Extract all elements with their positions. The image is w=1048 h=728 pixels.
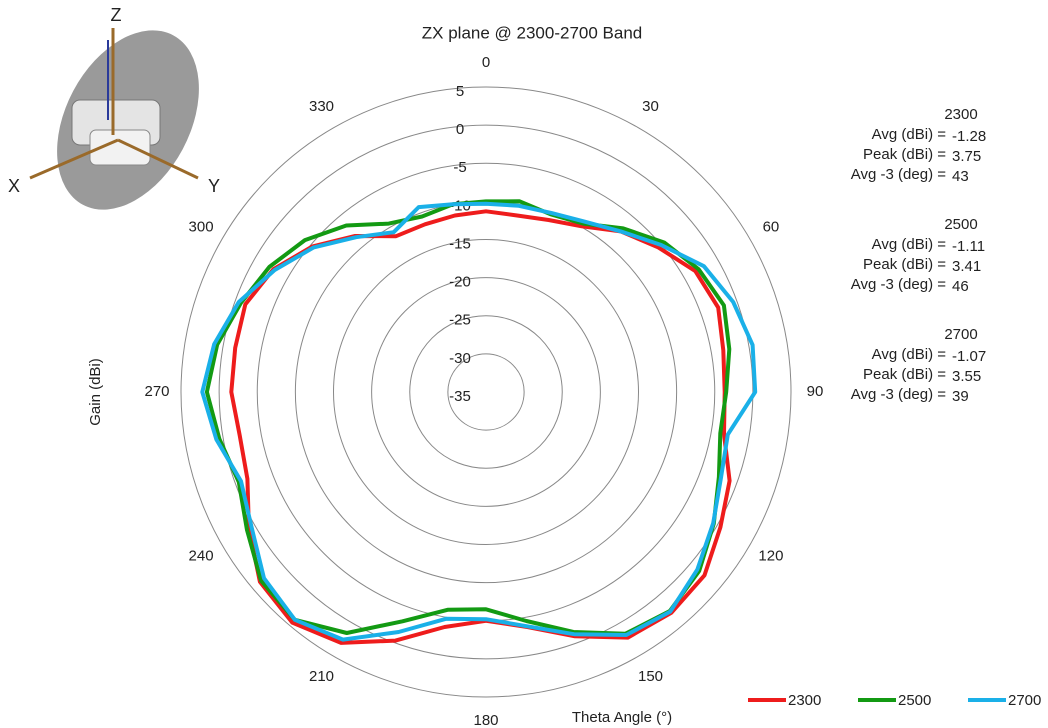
stats-value: -1.07 — [952, 348, 986, 365]
stats-label: Peak (dBi) = — [863, 256, 946, 273]
grid-ring — [409, 315, 563, 469]
legend-label: 2300 — [788, 692, 821, 709]
theta-tick-label: 0 — [482, 54, 490, 71]
stats-value: -1.28 — [952, 128, 986, 145]
theta-tick-label: 30 — [642, 98, 659, 115]
stats-title: 2300 — [944, 106, 977, 123]
grid-ring — [333, 239, 639, 545]
r-tick-label: 5 — [456, 83, 464, 100]
chart-title: ZX plane @ 2300-2700 Band — [422, 23, 642, 42]
radial-axis-label: Gain (dBi) — [87, 358, 104, 426]
stats-value: 3.55 — [952, 368, 981, 385]
series-line — [229, 209, 732, 645]
enclosure-front — [89, 129, 151, 166]
axis-letter: Y — [208, 176, 220, 196]
theta-tick-label: 180 — [473, 712, 498, 728]
antenna-illustration: Z X Y — [8, 5, 220, 210]
stats-label: Avg (dBi) = — [872, 236, 947, 253]
stats-value: 46 — [952, 278, 969, 295]
stats-label: Avg (dBi) = — [872, 346, 947, 363]
stats-label: Avg -3 (deg) = — [851, 276, 946, 293]
series-line — [204, 199, 732, 636]
y-axis-arrow — [117, 138, 199, 180]
stats-label: Peak (dBi) = — [863, 146, 946, 163]
axis-letter: Z — [111, 5, 122, 25]
axis-letter: X — [8, 176, 20, 196]
angle-axis-label: Theta Angle (°) — [572, 709, 672, 726]
stats-label: Peak (dBi) = — [863, 366, 946, 383]
theta-tick-label: 150 — [638, 668, 663, 685]
theta-tick-label: 60 — [763, 218, 780, 235]
theta-tick-label: 210 — [309, 668, 334, 685]
grid-ring — [180, 86, 792, 698]
r-tick-label: -15 — [449, 235, 471, 252]
r-tick-label: -35 — [449, 388, 471, 405]
stats-label: Avg (dBi) = — [872, 126, 947, 143]
stats-value: 43 — [952, 168, 969, 185]
stats-label: Avg -3 (deg) = — [851, 166, 946, 183]
theta-tick-label: 270 — [144, 383, 169, 400]
legend-label: 2700 — [1008, 692, 1041, 709]
r-tick-label: -30 — [449, 350, 471, 367]
theta-tick-label: 240 — [189, 547, 214, 564]
legend-label: 2500 — [898, 692, 931, 709]
theta-tick-label: 120 — [758, 547, 783, 564]
grid-ring — [294, 200, 678, 584]
stats-value: 3.75 — [952, 148, 981, 165]
theta-tick-label: 330 — [309, 98, 334, 115]
series-line — [200, 201, 758, 642]
r-tick-label: 0 — [456, 121, 464, 138]
theta-tick-label: 90 — [807, 383, 824, 400]
stats-title: 2700 — [944, 326, 977, 343]
x-axis-arrow — [29, 138, 119, 180]
stats-value: 39 — [952, 388, 969, 405]
r-tick-label: -5 — [453, 159, 466, 176]
r-tick-label: -20 — [449, 274, 471, 291]
theta-tick-label: 300 — [189, 218, 214, 235]
grid-ring — [371, 277, 601, 507]
stats-value: -1.11 — [952, 238, 985, 255]
stats-value: 3.41 — [952, 258, 981, 275]
stats-title: 2500 — [944, 216, 977, 233]
r-tick-label: -25 — [449, 312, 471, 329]
grid-ring — [447, 353, 525, 431]
stats-label: Avg -3 (deg) = — [851, 386, 946, 403]
